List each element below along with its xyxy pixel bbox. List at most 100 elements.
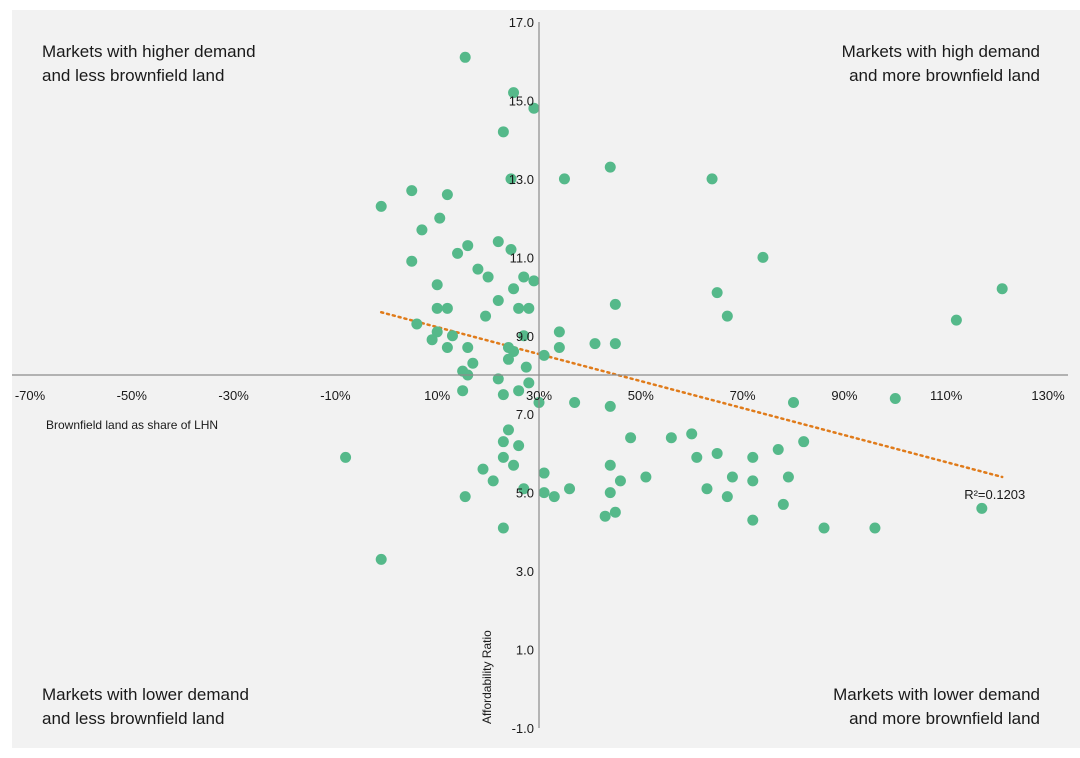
data-point [487, 475, 499, 487]
data-point [502, 353, 514, 365]
quadrant-line: and less brownfield land [42, 66, 225, 85]
data-point [416, 224, 428, 236]
data-point [625, 432, 637, 444]
data-point [604, 487, 616, 499]
data-point [446, 330, 458, 342]
quadrant-line: and less brownfield land [42, 709, 225, 728]
quadrant-line: and more brownfield land [849, 709, 1040, 728]
data-point [441, 342, 453, 354]
x-tick-label: -10% [320, 388, 351, 403]
data-point [538, 349, 550, 361]
data-point [996, 283, 1008, 295]
x-tick-label: 50% [628, 388, 654, 403]
quadrant-line: and more brownfield land [849, 66, 1040, 85]
data-point [798, 436, 810, 448]
data-point [452, 247, 464, 259]
quadrant-label-top-right: Markets with high demand and more brownf… [842, 40, 1040, 88]
x-tick-label: 90% [831, 388, 857, 403]
data-point [375, 553, 387, 565]
data-point [950, 314, 962, 326]
x-tick-label: 10% [424, 388, 450, 403]
data-point [502, 424, 514, 436]
x-tick-label: -30% [218, 388, 249, 403]
data-point [747, 451, 759, 463]
data-point [340, 451, 352, 463]
data-point [441, 189, 453, 201]
data-point [441, 302, 453, 314]
data-point [375, 200, 387, 212]
x-tick-label: -70% [15, 388, 46, 403]
y-tick-label: 5.0 [516, 486, 534, 501]
data-point [459, 51, 471, 63]
data-point [480, 310, 492, 322]
data-point [726, 471, 738, 483]
y-tick-label: 13.0 [509, 172, 534, 187]
data-point [665, 432, 677, 444]
data-point [406, 255, 418, 267]
y-tick-label: 7.0 [516, 407, 534, 422]
data-point [523, 377, 535, 389]
data-point [513, 385, 525, 397]
data-point [701, 483, 713, 495]
data-point [492, 236, 504, 248]
data-point [599, 510, 611, 522]
y-tick-label: 11.0 [510, 250, 534, 265]
data-point [686, 428, 698, 440]
data-point [513, 302, 525, 314]
data-point [411, 318, 423, 330]
data-point [505, 173, 517, 185]
data-point [640, 471, 652, 483]
data-point [604, 161, 616, 173]
data-point [757, 251, 769, 263]
data-point [747, 514, 759, 526]
data-point [431, 302, 443, 314]
x-axis-title: Brownfield land as share of LHN [46, 418, 218, 432]
data-point [711, 287, 723, 299]
data-point [528, 275, 540, 287]
x-tick-label: 70% [730, 388, 756, 403]
data-point [589, 338, 601, 350]
data-point [548, 491, 560, 503]
trendline [379, 310, 1004, 479]
data-point [520, 361, 532, 373]
data-point [614, 475, 626, 487]
data-point [523, 302, 535, 314]
data-point [426, 334, 438, 346]
data-point [604, 459, 616, 471]
data-point [518, 483, 530, 495]
data-point [497, 126, 509, 138]
x-tick-label: 30% [526, 388, 552, 403]
data-point [538, 487, 550, 499]
data-point [772, 444, 784, 456]
data-point [564, 483, 576, 495]
data-point [528, 102, 540, 114]
data-point [477, 463, 489, 475]
data-point [497, 451, 509, 463]
y-tick-label: 17.0 [509, 15, 534, 30]
data-point [406, 185, 418, 197]
quadrant-line: Markets with higher demand [42, 42, 256, 61]
data-point [569, 396, 581, 408]
data-point [747, 475, 759, 487]
x-tick-label: 130% [1031, 388, 1065, 403]
data-point [518, 330, 530, 342]
data-point [889, 393, 901, 405]
data-point [976, 502, 988, 514]
data-point [609, 298, 621, 310]
y-axis-title: Affordability Ratio [480, 630, 494, 724]
data-point [609, 506, 621, 518]
quadrant-label-top-left: Markets with higher demand and less brow… [42, 40, 256, 88]
data-point [609, 338, 621, 350]
data-point [497, 389, 509, 401]
data-point [706, 173, 718, 185]
quadrant-line: Markets with lower demand [833, 685, 1040, 704]
data-point [711, 447, 723, 459]
y-tick-label: 9.0 [516, 329, 534, 344]
data-point [431, 326, 443, 338]
data-point [492, 294, 504, 306]
data-point [505, 243, 517, 255]
data-point [721, 491, 733, 503]
y-tick-label: 3.0 [516, 564, 534, 579]
chart-panel [12, 10, 1080, 748]
data-point [462, 342, 474, 354]
